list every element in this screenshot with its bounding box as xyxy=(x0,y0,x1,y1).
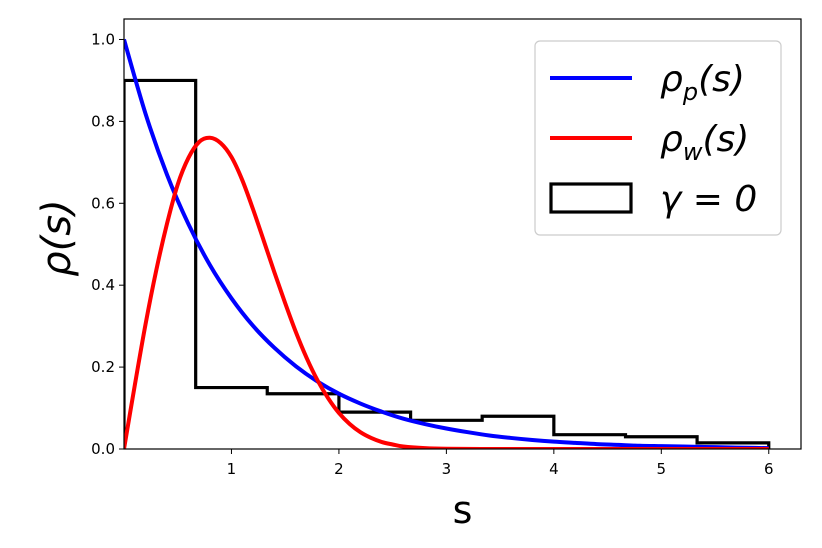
curve-rho-w xyxy=(124,135,769,449)
x-tick-label: 5 xyxy=(657,460,667,478)
x-tick-label: 4 xyxy=(549,460,559,478)
x-tick-label: 3 xyxy=(442,460,452,478)
legend: ρp(s) ρw(s) γ = 0 xyxy=(534,40,782,236)
y-tick-label: 0.0 xyxy=(91,440,115,458)
plot-frame xyxy=(123,18,802,450)
ticks-layer: 1 2 3 4 5 6 0.0 0.2 0.4 0.6 0.8 1.0 xyxy=(91,30,773,478)
y-tick-label: 0.4 xyxy=(91,276,115,294)
y-tick-label: 1.0 xyxy=(91,30,115,48)
histogram-gamma-0 xyxy=(124,78,771,449)
y-tick-label: 0.6 xyxy=(91,194,115,212)
y-axis-label: ρ(s) xyxy=(34,199,80,276)
series-layer xyxy=(124,38,771,449)
x-tick-label: 1 xyxy=(227,460,237,478)
legend-box xyxy=(534,40,782,236)
legend-label: ρw(s) xyxy=(660,119,749,166)
legend-label: γ = 0 xyxy=(660,179,757,220)
legend-label: ρp(s) xyxy=(660,59,745,106)
y-tick-label: 0.8 xyxy=(91,112,115,130)
x-axis-label: s xyxy=(453,488,473,532)
y-tick-label: 0.2 xyxy=(91,358,115,376)
curve-rho-p xyxy=(124,38,769,449)
x-tick-label: 2 xyxy=(334,460,344,478)
x-tick-label: 6 xyxy=(764,460,774,478)
legend-box-swatch xyxy=(549,182,633,214)
